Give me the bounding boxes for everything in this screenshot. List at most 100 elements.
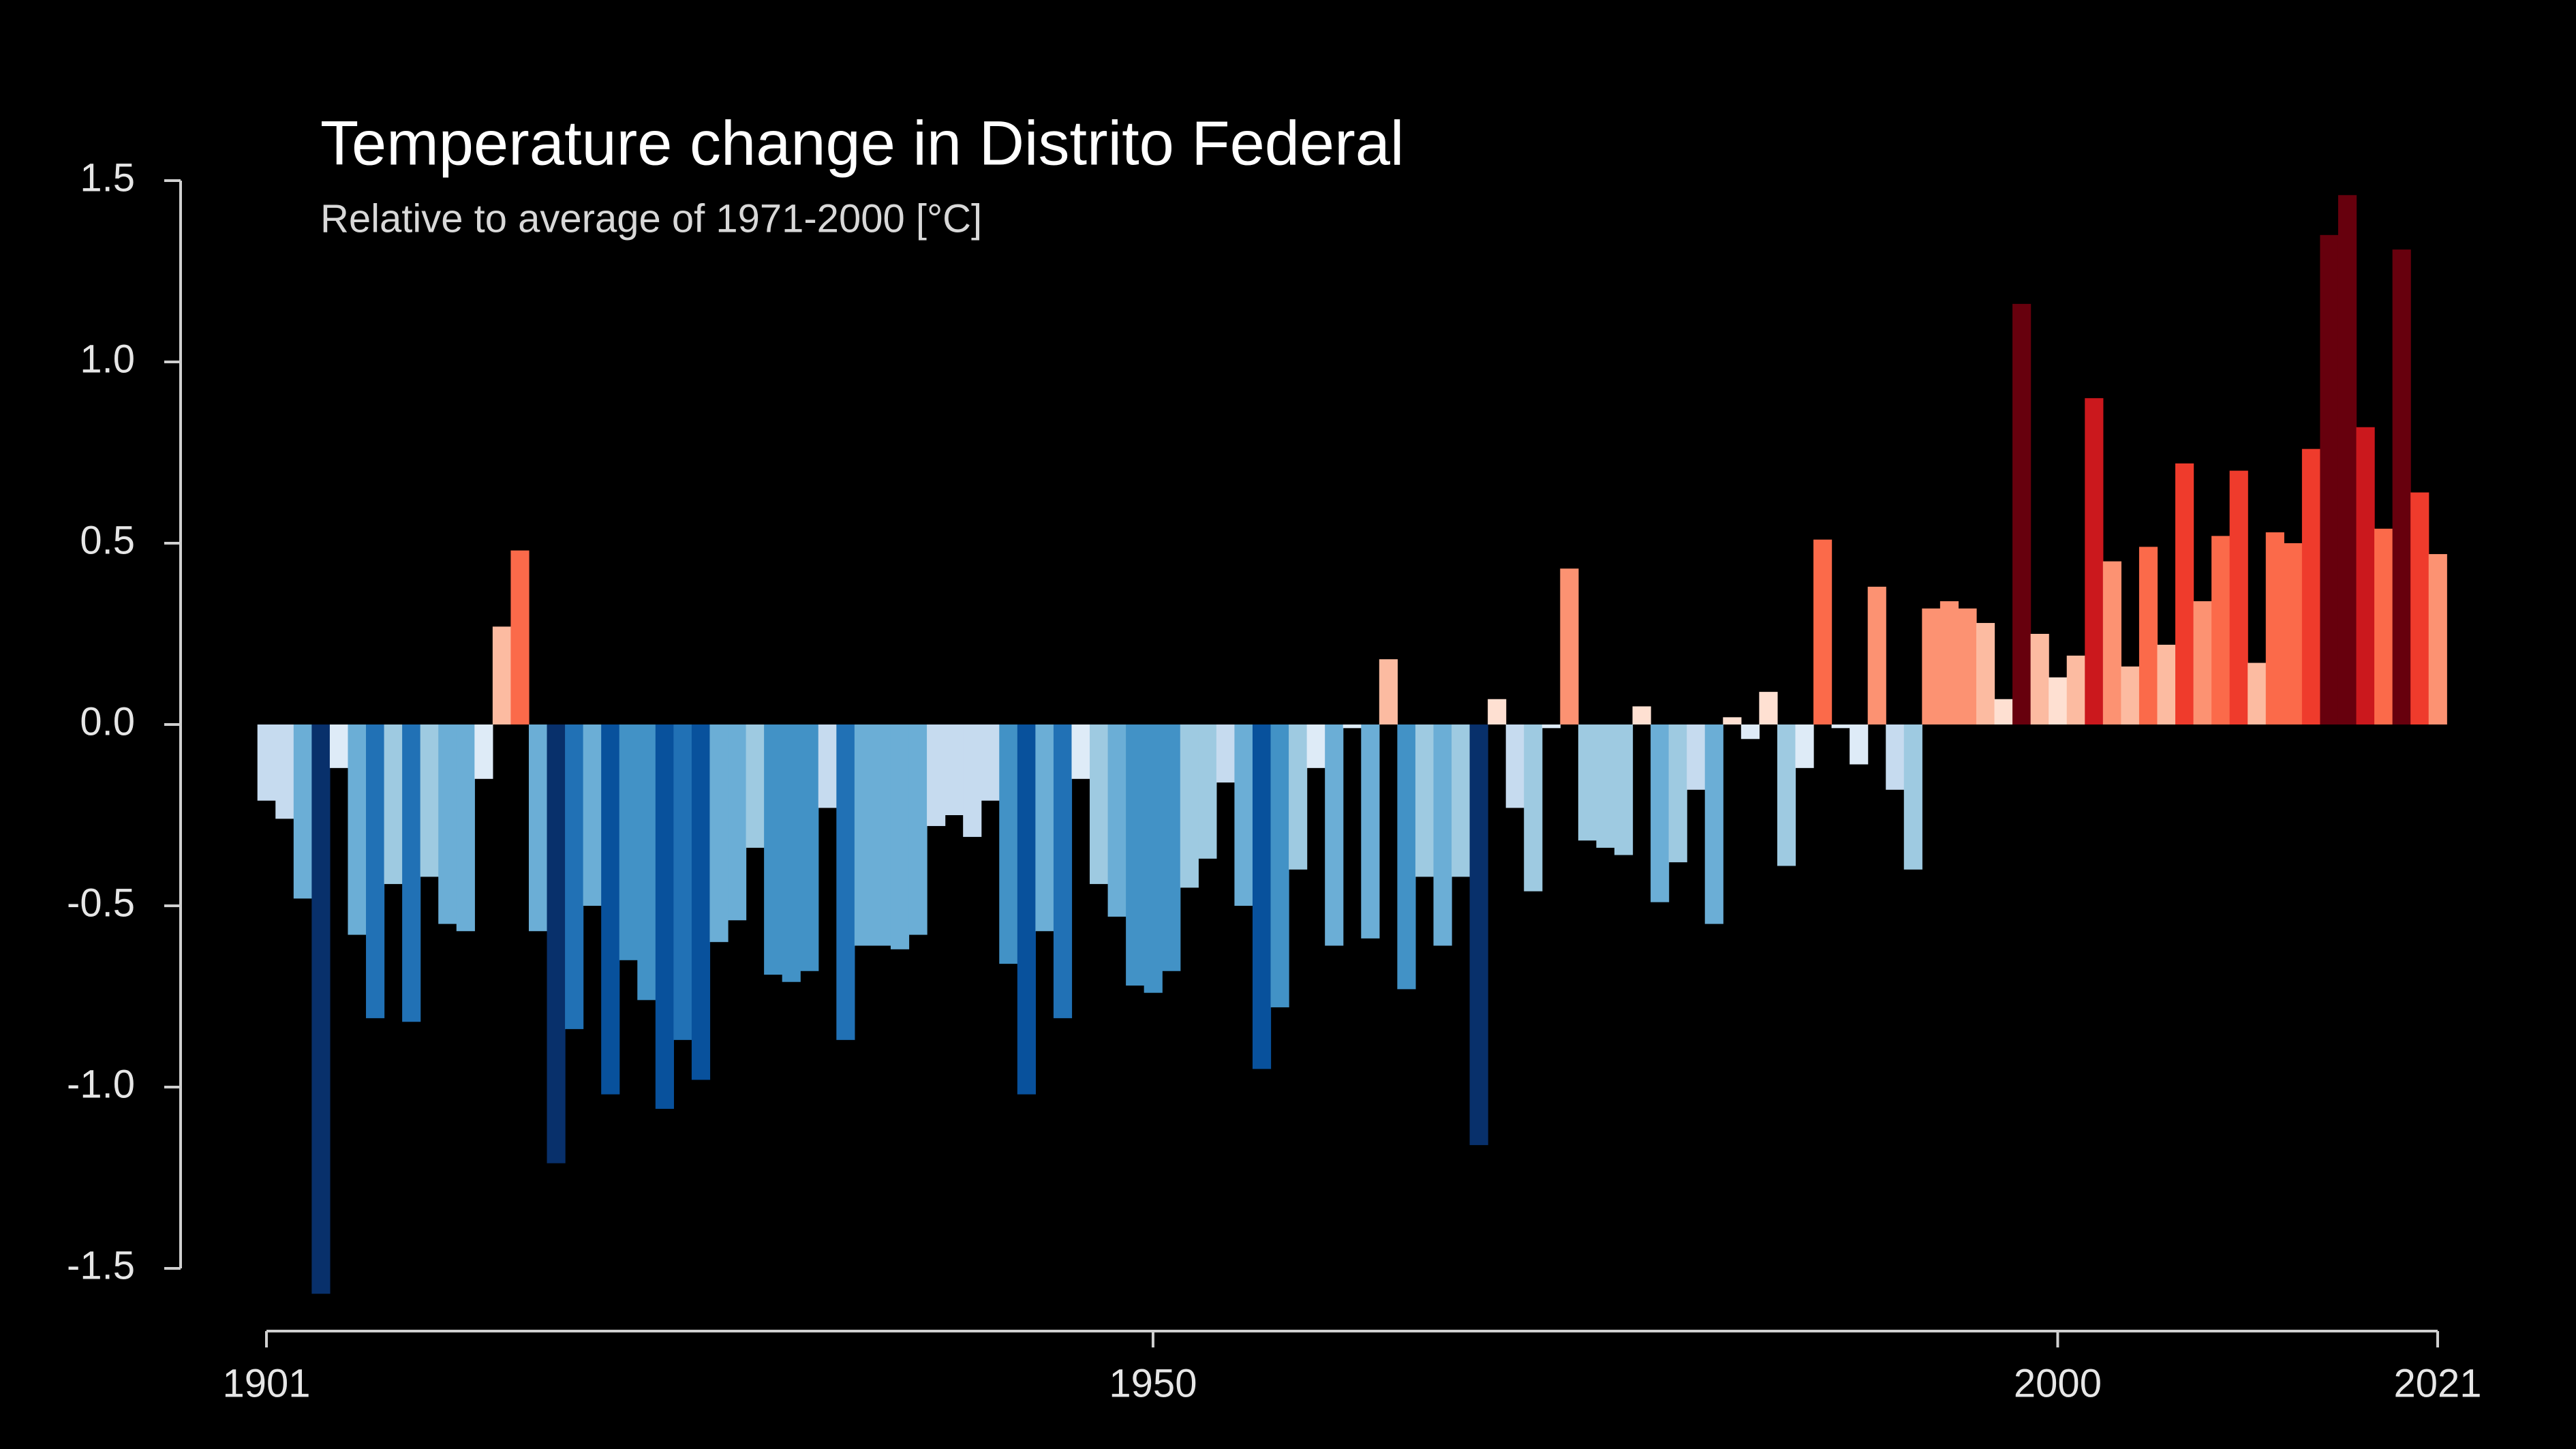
bar (1939, 601, 1959, 724)
y-tick-label: -0.5 (67, 881, 135, 925)
bar (1325, 724, 1344, 946)
bar (1723, 717, 1742, 724)
bar (2284, 543, 2303, 724)
y-tick-label: 0.5 (80, 518, 135, 562)
bar (601, 724, 620, 1095)
bar (583, 724, 602, 906)
y-tick-label: 0.0 (80, 699, 135, 744)
y-tick-label: 1.5 (80, 155, 135, 200)
bar (1017, 724, 1036, 1095)
bar (1813, 539, 1833, 724)
bar (2356, 427, 2375, 724)
x-tick-label: 1950 (1109, 1361, 1197, 1405)
bar (1469, 724, 1488, 1146)
bar (2265, 532, 2284, 724)
bar (257, 724, 276, 801)
bar (2012, 303, 2031, 724)
bar (528, 724, 548, 932)
bar (1289, 724, 1308, 870)
bar (655, 724, 674, 1109)
bar (1126, 724, 1145, 986)
bar (2138, 547, 2158, 724)
bar (1976, 623, 1995, 724)
bar (981, 724, 1000, 801)
bar (492, 626, 512, 724)
bar (1379, 659, 1398, 724)
bar (1361, 724, 1380, 939)
bar (2229, 470, 2248, 724)
bar (2085, 398, 2104, 724)
bar (2102, 561, 2121, 724)
bar (1795, 724, 1814, 768)
bar (1234, 724, 1253, 906)
bar (1596, 724, 1615, 848)
bar (2320, 234, 2339, 724)
bar (2157, 644, 2176, 724)
bar (782, 724, 801, 982)
bar (1270, 724, 1289, 1007)
bar (872, 724, 891, 946)
bar (1343, 724, 1362, 729)
bar (1886, 724, 1905, 790)
bar (1144, 724, 1163, 993)
y-tick-label: -1.0 (67, 1062, 135, 1106)
bar (1578, 724, 1597, 841)
bar (2193, 601, 2212, 724)
bar (945, 724, 964, 815)
bar (1053, 724, 1073, 1018)
bar (2211, 536, 2230, 724)
bar (1903, 724, 1922, 870)
x-tick-label: 1901 (222, 1361, 310, 1405)
bar (1759, 692, 1778, 724)
bar (637, 724, 656, 1001)
bar (1687, 724, 1706, 790)
bar (1415, 724, 1435, 877)
bar (1198, 724, 1217, 859)
bar (764, 724, 783, 975)
bar (510, 550, 530, 724)
bar (1071, 724, 1090, 779)
bar (2175, 463, 2194, 724)
bar (927, 724, 946, 826)
bar (1614, 724, 1634, 855)
bar (746, 724, 765, 848)
chart-subtitle: Relative to average of 1971-2000 [°C] (320, 196, 982, 241)
bar (2428, 553, 2447, 724)
bar (2374, 528, 2393, 724)
bar (999, 724, 1018, 964)
bar (1306, 724, 1325, 768)
bar (1704, 724, 1723, 924)
bar (1433, 724, 1452, 946)
bar (1162, 724, 1181, 971)
bar (2066, 655, 2085, 724)
y-tick-label: 1.0 (80, 337, 135, 381)
bar (1632, 706, 1651, 724)
bar (2121, 666, 2140, 724)
bar (908, 724, 927, 935)
bar (1922, 608, 1941, 724)
bar (836, 724, 855, 1040)
bar (1252, 724, 1272, 1069)
bar (2392, 249, 2411, 725)
bar (890, 724, 910, 949)
bar (619, 724, 638, 960)
bar (709, 724, 729, 943)
bar (1542, 724, 1561, 729)
bar (1651, 724, 1670, 902)
bar (547, 724, 566, 1163)
bar (691, 724, 711, 1080)
bar (2410, 492, 2429, 724)
bar (2337, 195, 2357, 724)
bar (1867, 586, 1886, 724)
bar (728, 724, 747, 921)
bar (963, 724, 982, 837)
bar (1488, 699, 1507, 724)
bar (438, 724, 457, 924)
bar (348, 724, 367, 935)
bar (673, 724, 692, 1040)
bar (1107, 724, 1126, 917)
bar (1090, 724, 1109, 885)
bar (854, 724, 874, 946)
bar (366, 724, 385, 1018)
